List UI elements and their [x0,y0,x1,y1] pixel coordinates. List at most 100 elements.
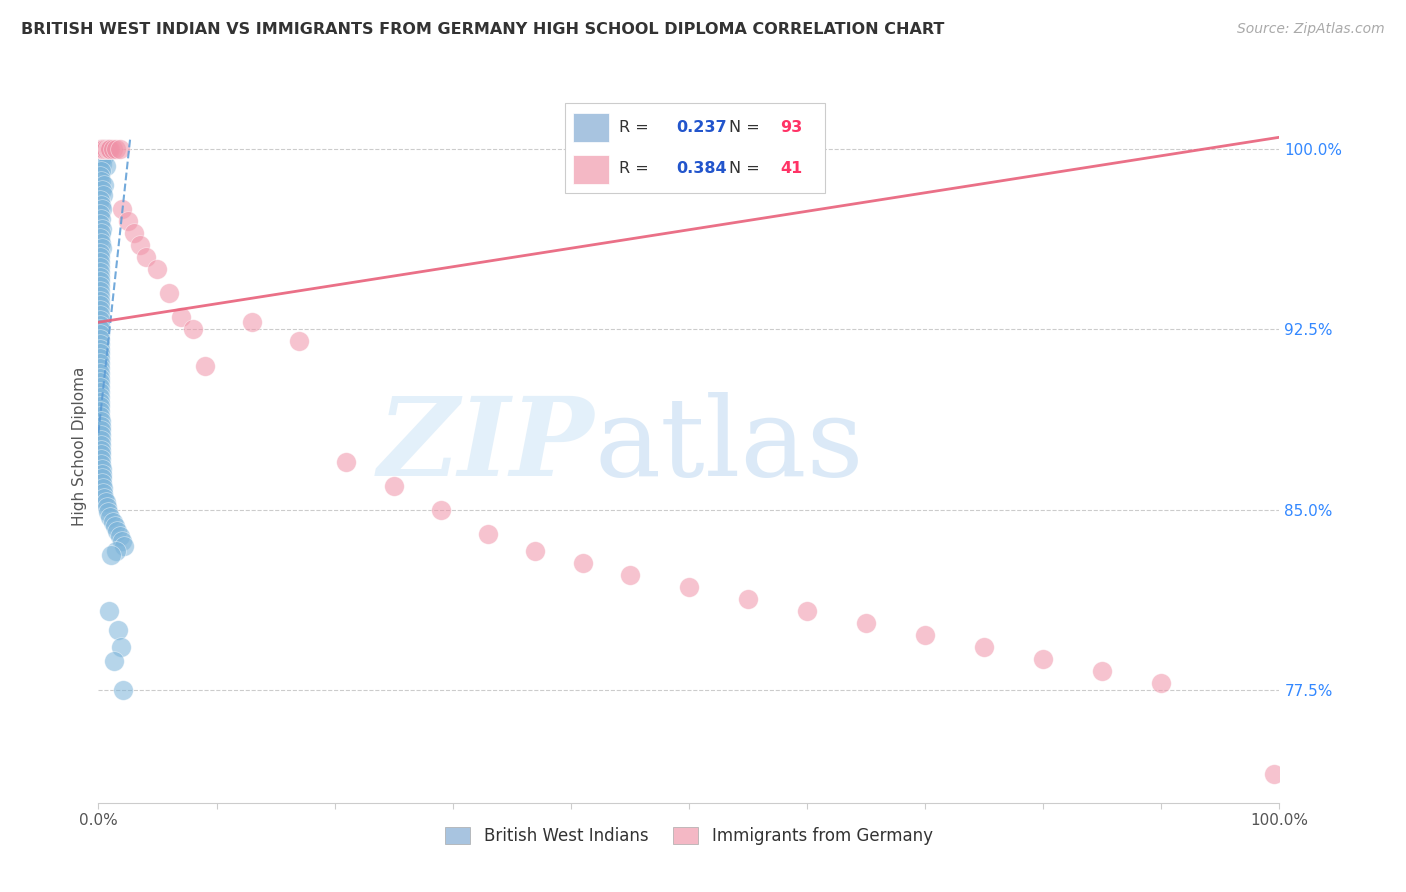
Point [89,390,111,404]
Point [90,457,112,471]
Point [108,142,131,156]
Point [619,567,641,582]
Point [105,524,128,539]
Point [89,207,111,221]
Point [89,342,111,356]
Point [146,262,169,277]
Point [98,142,121,156]
Point [90,433,112,447]
Point [93,178,115,193]
Point [90,418,112,433]
Point [90,235,112,250]
Point [96,142,118,156]
Point [89,279,111,293]
Point [90,227,112,241]
Point [90,414,112,428]
Point [89,384,111,399]
Point [89,351,111,366]
Point [100,549,122,563]
Point [89,322,111,336]
Point [90,152,112,166]
Point [90,423,112,437]
Point [89,269,111,284]
Point [89,142,111,156]
Point [89,346,111,360]
Point [89,394,111,409]
Point [89,289,111,303]
Point [93,149,115,163]
Legend: British West Indians, Immigrants from Germany: British West Indians, Immigrants from Ge… [439,820,939,852]
Point [89,245,111,260]
Point [1032,651,1054,665]
Point [90,197,112,211]
Point [571,556,593,570]
Point [288,334,311,349]
Point [240,315,263,329]
Point [90,452,112,467]
Point [89,260,111,274]
Point [524,543,547,558]
Point [90,442,112,457]
Point [89,376,111,390]
Point [89,380,111,394]
Point [101,515,124,529]
Point [105,142,128,156]
Point [91,241,114,255]
Point [89,284,111,298]
Point [157,286,180,301]
Point [90,428,112,442]
Point [89,169,111,183]
Point [89,370,111,384]
Point [90,173,112,187]
Point [112,682,135,697]
Point [112,539,135,553]
Point [91,481,114,495]
Point [103,654,125,668]
Point [91,467,114,481]
Point [90,447,112,461]
Point [796,604,818,618]
Point [97,142,120,156]
Text: Source: ZipAtlas.com: Source: ZipAtlas.com [1237,22,1385,37]
Point [91,221,114,235]
Y-axis label: High School Diploma: High School Diploma [72,367,87,525]
Point [89,400,111,414]
Point [128,238,150,252]
Point [98,509,121,524]
Point [90,164,112,178]
Point [678,580,700,594]
Point [89,366,111,380]
Point [89,147,111,161]
Point [1263,767,1285,781]
Point [170,310,193,325]
Point [89,360,111,375]
Point [89,318,111,332]
Point [105,543,128,558]
Point [135,251,157,265]
Point [477,526,499,541]
Point [91,462,114,476]
Point [89,327,111,342]
Text: BRITISH WEST INDIAN VS IMMIGRANTS FROM GERMANY HIGH SCHOOL DIPLOMA CORRELATION C: BRITISH WEST INDIAN VS IMMIGRANTS FROM G… [21,22,945,37]
Point [89,217,111,231]
Point [89,255,111,269]
Point [90,211,112,226]
Point [89,193,111,207]
Point [91,142,114,156]
Point [89,274,111,288]
Point [89,231,111,245]
Point [855,615,877,630]
Point [430,502,453,516]
Point [89,303,111,318]
Point [90,142,112,156]
Point [96,500,118,515]
Point [91,183,114,197]
Point [104,519,127,533]
Point [91,202,114,217]
Point [117,214,139,228]
Point [97,505,120,519]
Point [93,142,115,156]
Point [122,227,145,241]
Point [98,142,121,156]
Point [914,627,936,641]
